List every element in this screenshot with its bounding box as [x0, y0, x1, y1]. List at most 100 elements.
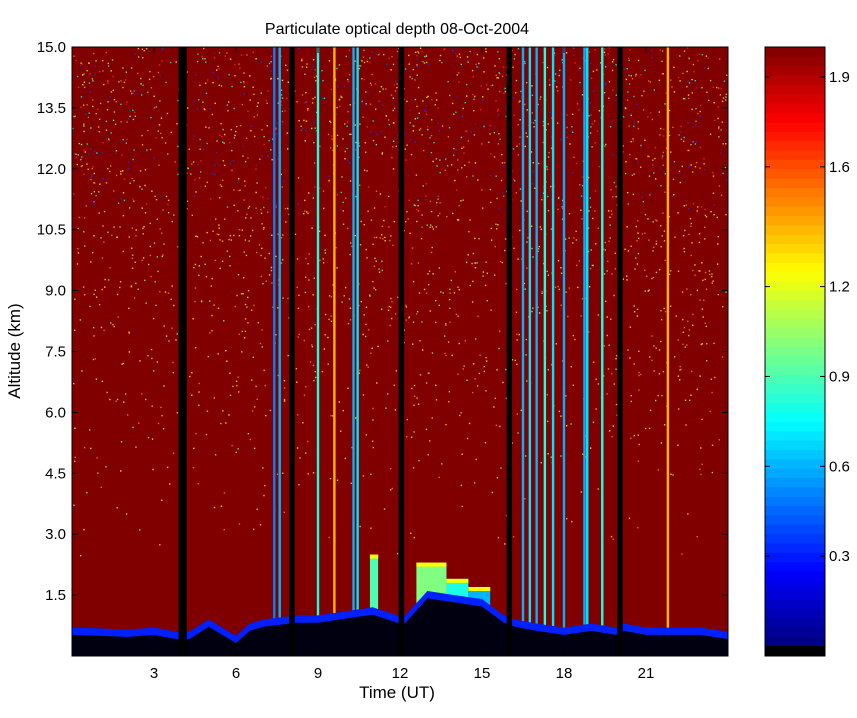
y-tick-label: 7.5: [45, 344, 66, 361]
noise-speckle: [648, 427, 651, 430]
noise-speckle: [410, 153, 413, 156]
noise-speckle: [626, 226, 628, 228]
noise-speckle: [390, 297, 392, 300]
noise-speckle: [358, 145, 361, 147]
noise-speckle: [452, 50, 454, 52]
noise-speckle: [102, 225, 104, 227]
noise-speckle: [125, 142, 128, 144]
noise-speckle: [661, 50, 664, 52]
noise-speckle: [647, 155, 649, 158]
noise-speckle: [328, 180, 330, 183]
noise-speckle: [365, 306, 368, 308]
noise-speckle: [453, 292, 456, 294]
noise-speckle: [212, 71, 214, 74]
colorbar-swatch: [765, 365, 825, 376]
noise-speckle: [193, 267, 195, 269]
noise-speckle: [235, 380, 238, 382]
noise-speckle: [669, 270, 672, 272]
noise-speckle: [588, 285, 591, 288]
noise-speckle: [719, 58, 721, 60]
noise-speckle: [546, 165, 548, 168]
noise-speckle: [501, 261, 504, 264]
noise-speckle: [523, 282, 526, 285]
noise-speckle: [390, 489, 392, 491]
noise-speckle: [662, 212, 664, 214]
noise-speckle: [221, 260, 224, 262]
noise-speckle: [170, 131, 172, 134]
noise-speckle: [133, 297, 136, 299]
noise-speckle: [367, 366, 369, 368]
noise-speckle: [499, 425, 501, 428]
noise-speckle: [203, 47, 205, 50]
noise-speckle: [627, 91, 629, 93]
noise-speckle: [261, 223, 263, 225]
noise-speckle: [128, 168, 130, 170]
noise-speckle: [428, 270, 431, 272]
colorbar-swatch: [765, 636, 825, 647]
noise-speckle: [152, 468, 154, 471]
noise-speckle: [155, 137, 157, 139]
y-tick-label: 13.5: [37, 100, 66, 117]
noise-speckle: [263, 135, 265, 138]
noise-speckle: [212, 81, 214, 84]
noise-speckle: [696, 388, 698, 390]
noise-speckle: [249, 75, 251, 77]
noise-speckle: [283, 379, 286, 382]
noise-speckle: [655, 219, 657, 221]
noise-speckle: [691, 141, 694, 144]
noise-speckle: [213, 164, 216, 166]
noise-speckle: [263, 143, 265, 146]
noise-speckle: [255, 251, 258, 254]
noise-speckle: [416, 397, 418, 399]
noise-speckle: [297, 177, 300, 179]
noise-speckle: [705, 288, 708, 290]
noise-speckle: [93, 203, 96, 206]
noise-speckle: [694, 264, 696, 266]
noise-speckle: [305, 66, 308, 68]
noise-speckle: [466, 437, 469, 440]
noise-speckle: [564, 238, 567, 240]
noise-speckle: [369, 295, 371, 297]
noise-speckle: [416, 66, 418, 68]
noise-speckle: [575, 162, 578, 165]
noise-speckle: [652, 250, 654, 252]
noise-speckle: [379, 193, 382, 195]
noise-speckle: [226, 52, 228, 54]
noise-speckle: [103, 83, 105, 86]
noise-speckle: [477, 315, 479, 318]
noise-speckle: [598, 165, 601, 168]
noise-speckle: [191, 214, 194, 217]
noise-speckle: [608, 97, 610, 99]
noise-speckle: [484, 284, 487, 287]
noise-speckle: [435, 158, 438, 160]
noise-speckle: [372, 139, 375, 142]
noise-speckle: [498, 57, 501, 60]
noise-speckle: [403, 329, 405, 331]
noise-speckle: [311, 345, 314, 348]
noise-speckle: [144, 279, 146, 282]
noise-speckle: [662, 73, 664, 75]
y-tick-label: 3.0: [45, 526, 66, 543]
colorbar-swatch: [765, 224, 825, 235]
noise-speckle: [720, 129, 722, 131]
noise-speckle: [247, 296, 249, 299]
noise-speckle: [90, 178, 92, 181]
noise-speckle: [267, 197, 269, 200]
noise-speckle: [347, 322, 350, 325]
noise-speckle: [633, 173, 635, 175]
noise-speckle: [143, 225, 145, 228]
noise-speckle: [542, 61, 544, 64]
noise-speckle: [434, 299, 437, 302]
noise-speckle: [146, 149, 148, 151]
noise-speckle: [451, 354, 453, 357]
noise-speckle: [281, 121, 284, 123]
noise-speckle: [330, 320, 333, 323]
noise-speckle: [661, 155, 664, 157]
noise-speckle: [408, 63, 410, 65]
noise-speckle: [558, 196, 560, 199]
noise-speckle: [483, 126, 485, 129]
noise-speckle: [80, 158, 82, 161]
noise-speckle: [612, 58, 615, 61]
noise-speckle: [346, 147, 348, 150]
colorbar-swatch: [765, 421, 825, 432]
